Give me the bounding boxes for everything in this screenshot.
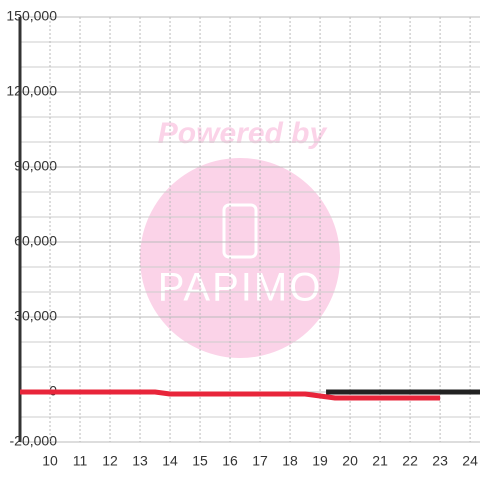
- x-tick-label: 15: [192, 453, 208, 469]
- x-tick-label: 23: [432, 453, 448, 469]
- x-tick-label: 11: [73, 453, 88, 469]
- watermark-heading: Powered by: [158, 117, 328, 150]
- x-tick-label: 10: [42, 453, 58, 469]
- x-tick-label: 18: [282, 453, 298, 469]
- x-tick-label: 20: [342, 453, 358, 469]
- x-tick-label: 16: [222, 453, 238, 469]
- y-tick-label: 60,000: [14, 233, 57, 249]
- y-tick-label: -20,000: [10, 433, 58, 449]
- x-tick-label: 12: [102, 453, 118, 469]
- x-tick-label: 13: [132, 453, 148, 469]
- x-tick-label: 14: [162, 453, 178, 469]
- y-tick-label: 90,000: [14, 158, 57, 174]
- series-line: [20, 389, 441, 401]
- x-tick-label: 17: [252, 453, 268, 469]
- watermark-phone: [222, 203, 258, 259]
- x-tick-label: 19: [312, 453, 328, 469]
- watermark-logo: PAPIMO: [158, 266, 323, 310]
- x-tick-label: 22: [402, 453, 418, 469]
- x-tick-label: 21: [372, 453, 388, 469]
- x-tick-label: 24: [462, 453, 478, 469]
- y-tick-label: 30,000: [14, 308, 57, 324]
